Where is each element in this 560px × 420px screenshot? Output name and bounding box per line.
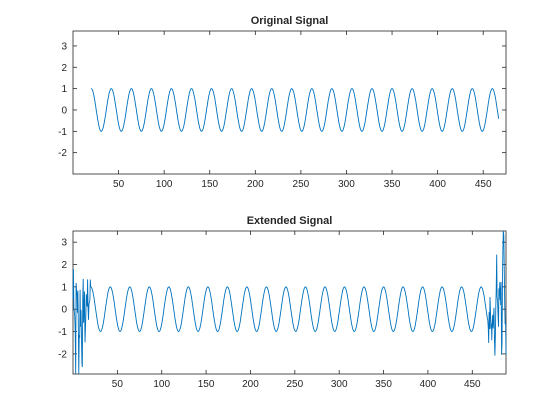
plot-area-original [72, 30, 507, 175]
chart-title-original: Original Signal [251, 15, 329, 27]
y-tick-label: 2 [61, 63, 67, 74]
x-tick-label: 250 [286, 379, 303, 390]
y-tick-label: -2 [58, 148, 67, 159]
y-tick-label: 0 [61, 105, 67, 116]
x-tick-label: 400 [429, 179, 446, 190]
x-tick-label: 100 [156, 179, 173, 190]
x-tick-label: 150 [198, 379, 215, 390]
x-tick-label: 50 [113, 179, 125, 190]
y-tick-label: -2 [58, 349, 67, 360]
y-tick-label: 0 [61, 305, 67, 316]
x-tick-label: 450 [475, 179, 492, 190]
x-tick-label: 350 [384, 179, 401, 190]
y-tick-label: 2 [61, 260, 67, 271]
y-tick-label: 3 [61, 41, 67, 52]
x-tick-label: 200 [242, 379, 259, 390]
y-tick-label: -1 [58, 127, 67, 138]
series-line [72, 230, 507, 375]
x-tick-label: 100 [153, 379, 170, 390]
series-line [91, 88, 500, 132]
axes-original-signal: Original Signal 50 100 150 200 250 300 350 400 4… [58, 15, 507, 190]
x-tick-label: 300 [331, 379, 348, 390]
y-tick-label: 3 [61, 238, 67, 249]
axes-extended-signal: Extended Signal 50 100 150 200 250 300 350 400 4… [58, 215, 507, 390]
x-tick-label: 350 [375, 379, 392, 390]
x-tick-label: 250 [293, 179, 310, 190]
y-tick-label: 1 [61, 84, 67, 95]
y-tick-label: 1 [61, 282, 67, 293]
x-tick-label: 200 [247, 179, 264, 190]
x-tick-label: 50 [112, 379, 124, 390]
x-tick-label: 400 [420, 379, 437, 390]
chart-title-extended: Extended Signal [247, 215, 333, 227]
x-tick-label: 300 [338, 179, 355, 190]
y-tick-label: -1 [58, 327, 67, 338]
x-tick-label: 450 [464, 379, 481, 390]
x-tick-label: 150 [201, 179, 218, 190]
